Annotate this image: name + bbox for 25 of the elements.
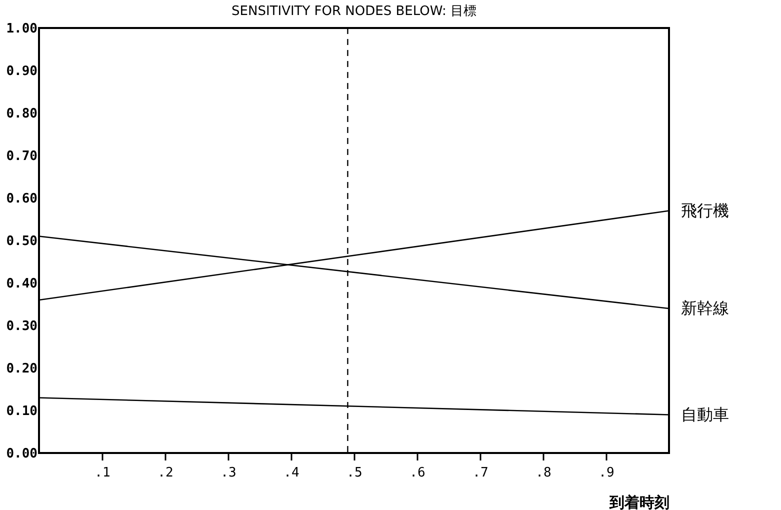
y-tick-label: 0.80 <box>6 106 38 122</box>
x-tick-label: .8 <box>536 466 552 480</box>
series-label: 自動車 <box>681 404 729 424</box>
x-tick-label: .2 <box>158 466 174 480</box>
y-tick-label: 1.00 <box>6 22 38 36</box>
x-tick-label: .9 <box>598 466 614 480</box>
x-tick-label: .3 <box>220 466 236 480</box>
y-tick-label: 0.40 <box>6 276 38 292</box>
y-tick-label: 0.00 <box>6 446 38 462</box>
series-label: 新幹線 <box>681 298 729 318</box>
y-tick-label: 0.60 <box>6 192 38 206</box>
y-tick-label: 0.10 <box>6 404 38 419</box>
x-tick-label: .5 <box>346 466 362 480</box>
y-tick-label: 0.30 <box>6 319 38 334</box>
series-label: 飛行機 <box>681 200 729 220</box>
chart-title: SENSITIVITY FOR NODES BELOW: 目標 <box>232 4 476 19</box>
y-tick-label: 0.70 <box>6 149 38 164</box>
y-tick-label: 0.90 <box>6 64 38 79</box>
y-tick-label: 0.50 <box>6 234 38 249</box>
x-tick-label: .6 <box>410 466 426 480</box>
y-tick-label: 0.20 <box>6 362 38 376</box>
x-tick-label: .4 <box>284 466 300 480</box>
x-tick-label: .1 <box>94 466 110 480</box>
x-tick-label: .7 <box>472 466 488 480</box>
x-axis-title: 到着時刻 <box>608 494 670 510</box>
